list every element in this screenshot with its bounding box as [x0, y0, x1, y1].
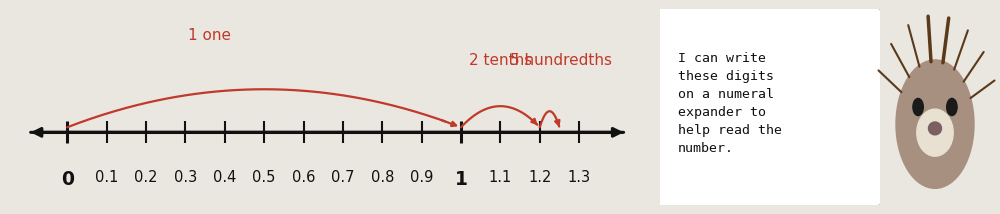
Text: 0.7: 0.7: [331, 169, 355, 184]
Text: 1: 1: [455, 169, 467, 189]
Ellipse shape: [917, 109, 953, 156]
Text: 0.9: 0.9: [410, 169, 433, 184]
Text: 0.4: 0.4: [213, 169, 236, 184]
Text: 5 hundredths: 5 hundredths: [510, 53, 612, 68]
Text: 0.1: 0.1: [95, 169, 118, 184]
Text: 2 tenths: 2 tenths: [469, 53, 532, 68]
Text: I can write
these digits
on a numeral
expander to
help read the
number.: I can write these digits on a numeral ex…: [678, 52, 782, 155]
Text: 1 one: 1 one: [188, 28, 230, 43]
Text: 1.2: 1.2: [528, 169, 551, 184]
Circle shape: [947, 98, 957, 116]
Circle shape: [896, 60, 974, 188]
FancyBboxPatch shape: [653, 7, 882, 207]
Text: 0.2: 0.2: [134, 169, 158, 184]
Text: 1.3: 1.3: [568, 169, 591, 184]
Text: 1.1: 1.1: [489, 169, 512, 184]
Text: 0.3: 0.3: [174, 169, 197, 184]
Ellipse shape: [928, 122, 942, 135]
Text: 0.6: 0.6: [292, 169, 315, 184]
Text: 0: 0: [61, 169, 74, 189]
Text: 0.5: 0.5: [252, 169, 276, 184]
Text: 0.8: 0.8: [371, 169, 394, 184]
Circle shape: [913, 98, 923, 116]
